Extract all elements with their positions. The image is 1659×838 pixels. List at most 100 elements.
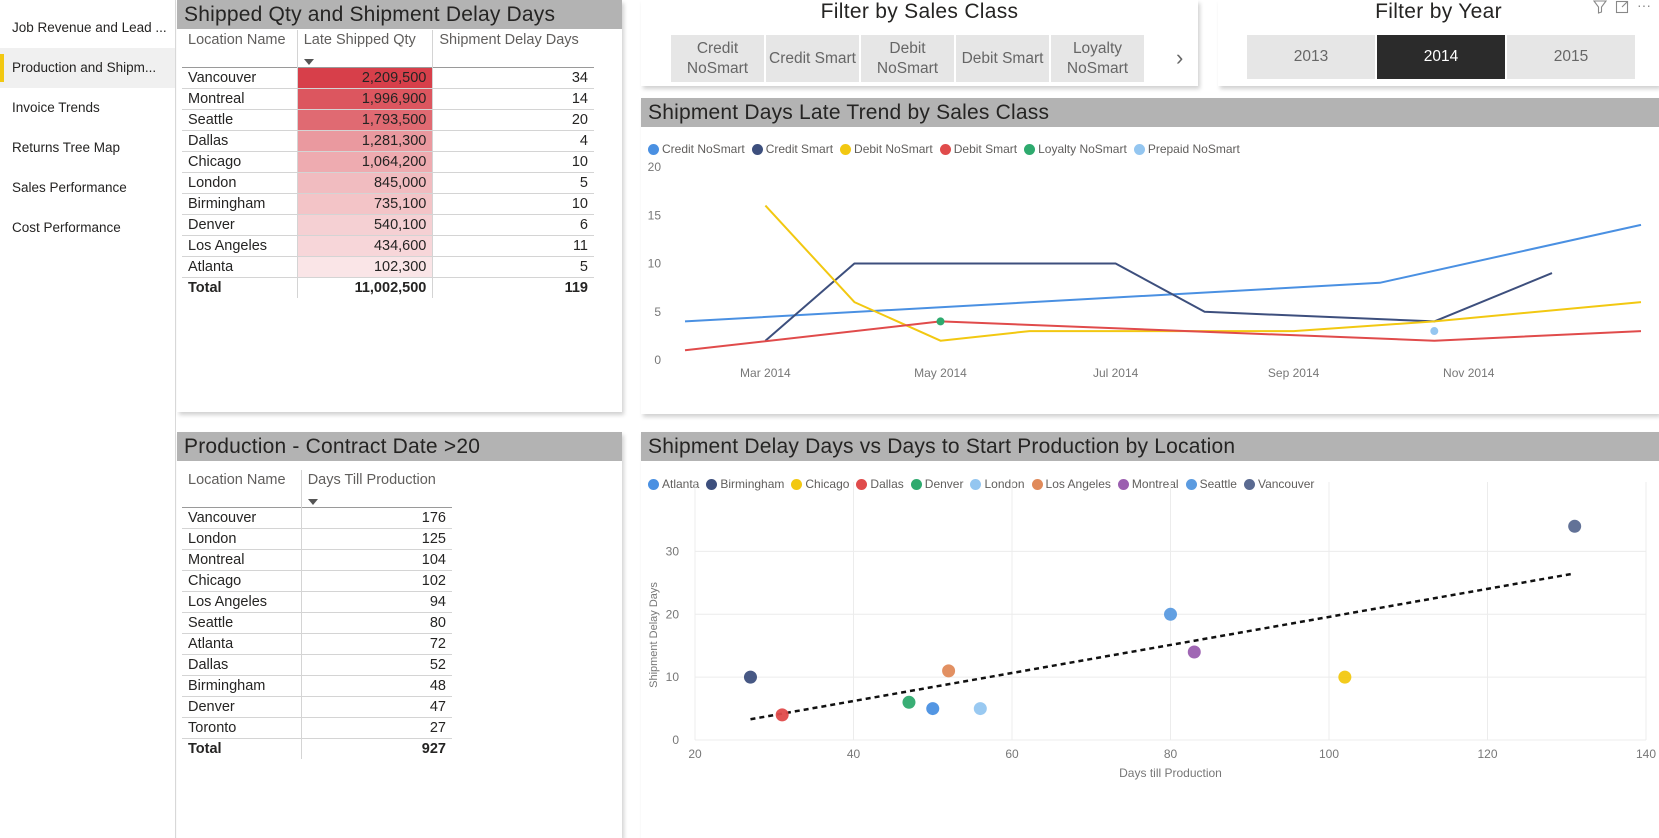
- legend-item[interactable]: Credit NoSmart: [648, 142, 745, 156]
- legend-marker: [1133, 143, 1145, 155]
- legend-item[interactable]: Montreal: [1117, 477, 1179, 491]
- column-header-location[interactable]: Location Name: [188, 32, 286, 48]
- table-row[interactable]: Birmingham 48: [182, 675, 452, 697]
- data-point[interactable]: [942, 664, 956, 678]
- data-point[interactable]: [1338, 670, 1352, 684]
- legend-marker: [1117, 478, 1129, 490]
- chevron-right-icon[interactable]: ›: [1176, 45, 1184, 70]
- location-cell: Montreal: [182, 549, 302, 571]
- slicer-option[interactable]: Loyalty NoSmart: [1051, 35, 1144, 82]
- table-row[interactable]: Los Angeles 434,600 11: [182, 235, 594, 257]
- column-header-days-till-production[interactable]: Days Till Production: [300, 470, 452, 507]
- legend-label: Vancouver: [1257, 477, 1315, 491]
- table-row[interactable]: Denver 47: [182, 696, 452, 718]
- column-header-late-shipped-qty[interactable]: Late Shipped Qty: [296, 30, 433, 67]
- table-row[interactable]: Chicago 1,064,200 10: [182, 151, 594, 173]
- location-cell: Chicago: [182, 151, 298, 173]
- table-row[interactable]: Seattle 1,793,500 20: [182, 109, 594, 131]
- table-row[interactable]: Montreal 104: [182, 549, 452, 571]
- slicer-option[interactable]: Debit Smart: [956, 35, 1049, 82]
- series-line[interactable]: [684, 223, 1642, 323]
- slicer-option[interactable]: Credit Smart: [766, 35, 859, 82]
- data-point[interactable]: [775, 708, 789, 722]
- more-options-icon[interactable]: ···: [1637, 0, 1651, 13]
- legend-item[interactable]: Prepaid NoSmart: [1133, 142, 1240, 156]
- table-row[interactable]: Chicago 102: [182, 570, 452, 592]
- data-point[interactable]: [902, 695, 916, 709]
- slicer-option[interactable]: 2013: [1247, 35, 1375, 79]
- table-row[interactable]: London 845,000 5: [182, 172, 594, 194]
- legend-item[interactable]: Chicago: [791, 477, 849, 491]
- table-row[interactable]: Vancouver 176: [182, 506, 452, 529]
- series-line[interactable]: [764, 262, 1553, 342]
- table-row[interactable]: Montreal 1,996,900 14: [182, 88, 594, 110]
- x-tick-label: 40: [847, 747, 861, 761]
- table-row[interactable]: Toronto 27: [182, 717, 452, 739]
- sales-class-slicer[interactable]: Filter by Sales Class Credit NoSmart Cred…: [641, 0, 1198, 86]
- nav-item[interactable]: Returns Tree Map: [12, 140, 121, 155]
- column-header-location[interactable]: Location Name: [188, 472, 286, 488]
- nav-item[interactable]: Sales Performance: [12, 180, 127, 195]
- shipped-qty-table: Location Name Late Shipped Qty Shipment …: [182, 30, 594, 298]
- table-row[interactable]: Birmingham 735,100 10: [182, 193, 594, 215]
- table-row[interactable]: Vancouver 2,209,500 34: [182, 66, 594, 89]
- table-row[interactable]: Los Angeles 94: [182, 591, 452, 613]
- table-row[interactable]: Atlanta 102,300 5: [182, 256, 594, 278]
- year-slicer[interactable]: Filter by Year ··· 2013 2014 2015: [1218, 0, 1659, 86]
- production-visual[interactable]: Production - Contract Date >20 Location …: [177, 432, 622, 838]
- sort-descending-icon: [307, 498, 318, 505]
- days-till-production-cell: 94: [300, 591, 452, 613]
- table-row[interactable]: Atlanta 72: [182, 633, 452, 655]
- data-point[interactable]: [1187, 645, 1201, 659]
- legend-item[interactable]: Dallas: [856, 477, 904, 491]
- focus-mode-icon[interactable]: [1615, 0, 1629, 17]
- column-header-label: Days Till Production: [307, 472, 436, 488]
- legend-item[interactable]: Debit Smart: [939, 142, 1017, 156]
- column-header-shipment-delay-days[interactable]: Shipment Delay Days: [432, 30, 594, 67]
- table-row[interactable]: Dallas 52: [182, 654, 452, 676]
- data-point[interactable]: [1164, 607, 1177, 621]
- legend-item[interactable]: London: [970, 477, 1025, 491]
- late-trend-line-chart[interactable]: Shipment Days Late Trend by Sales Class …: [641, 98, 1659, 414]
- data-point[interactable]: [743, 670, 757, 684]
- legend-item[interactable]: Vancouver: [1243, 477, 1315, 491]
- legend-item[interactable]: Atlanta: [648, 477, 699, 491]
- data-point[interactable]: [936, 317, 945, 326]
- legend-item[interactable]: Birmingham: [706, 477, 784, 491]
- legend-item[interactable]: Credit Smart: [751, 142, 833, 156]
- sort-descending-icon: [303, 58, 314, 65]
- data-point[interactable]: [926, 702, 940, 716]
- shipped-qty-visual[interactable]: Shipped Qty and Shipment Delay Days Loca…: [177, 0, 622, 412]
- nav-item[interactable]: Invoice Trends: [12, 100, 100, 115]
- data-point[interactable]: [1430, 327, 1439, 336]
- nav-item[interactable]: Cost Performance: [12, 220, 121, 235]
- legend-item[interactable]: Seattle: [1185, 477, 1237, 491]
- series-line[interactable]: [684, 320, 1642, 352]
- table-row[interactable]: London 125: [182, 528, 452, 550]
- filter-icon[interactable]: [1592, 0, 1608, 17]
- series-line[interactable]: [764, 204, 1642, 342]
- days-till-production-cell: 102: [300, 570, 452, 592]
- legend-item[interactable]: Debit NoSmart: [840, 142, 933, 156]
- slicer-option[interactable]: Debit NoSmart: [861, 35, 954, 82]
- slicer-option[interactable]: 2014: [1377, 35, 1505, 79]
- nav-item[interactable]: Production and Shipm...: [0, 48, 175, 88]
- data-point[interactable]: [973, 702, 987, 716]
- table-row[interactable]: Denver 540,100 6: [182, 214, 594, 236]
- legend-item[interactable]: Loyalty NoSmart: [1024, 142, 1127, 156]
- nav-item[interactable]: Job Revenue and Lead ...: [12, 20, 167, 35]
- y-tick-label: 20: [648, 160, 662, 174]
- data-point[interactable]: [1568, 519, 1582, 533]
- delay-vs-production-scatter[interactable]: Shipment Delay Days vs Days to Start Pro…: [641, 432, 1659, 838]
- x-tick-label: May 2014: [914, 366, 967, 380]
- visual-title: Production - Contract Date >20: [177, 432, 622, 461]
- days-till-production-cell: 52: [300, 654, 452, 676]
- table-row[interactable]: Dallas 1,281,300 4: [182, 130, 594, 152]
- table-row[interactable]: Seattle 80: [182, 612, 452, 634]
- legend-item[interactable]: Los Angeles: [1031, 477, 1111, 491]
- shipment-delay-days-cell: 20: [432, 109, 594, 131]
- slicer-option[interactable]: Credit NoSmart: [671, 35, 764, 82]
- y-tick-label: 30: [666, 544, 680, 558]
- slicer-option[interactable]: 2015: [1507, 35, 1635, 79]
- legend-item[interactable]: Denver: [910, 477, 963, 491]
